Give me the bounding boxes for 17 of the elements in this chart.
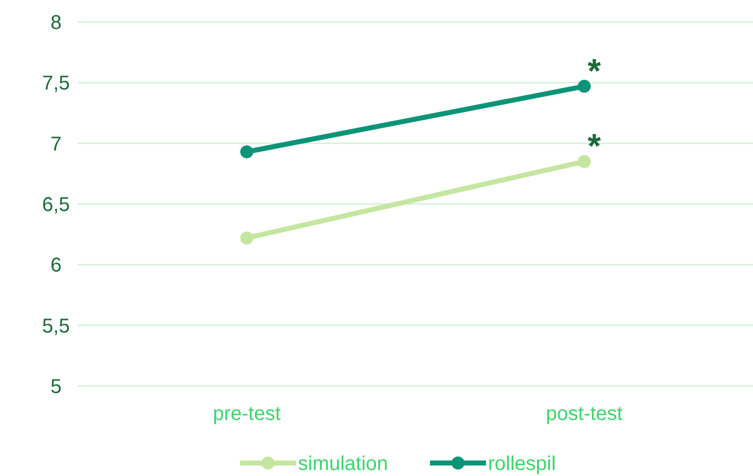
annotation: * <box>588 128 602 166</box>
x-tick-label: post-test <box>546 403 624 425</box>
legend-label: rollespil <box>488 453 556 475</box>
x-tick-label: pre-test <box>212 403 282 425</box>
point <box>240 231 254 244</box>
y-tick-label: 7,5 <box>42 72 70 95</box>
y-tick-label: 5,5 <box>42 315 70 338</box>
y-tick-label: 5 <box>50 376 62 398</box>
y-tick-label: 6 <box>50 254 62 277</box>
point <box>240 145 254 158</box>
y-tick-label: 8 <box>50 12 62 34</box>
point <box>578 80 591 93</box>
legend-label: simulation <box>298 453 388 475</box>
point <box>578 155 591 168</box>
annotation: * <box>588 52 602 90</box>
y-tick-label: 7 <box>50 133 62 156</box>
y-tick-label: 6,5 <box>42 194 70 216</box>
